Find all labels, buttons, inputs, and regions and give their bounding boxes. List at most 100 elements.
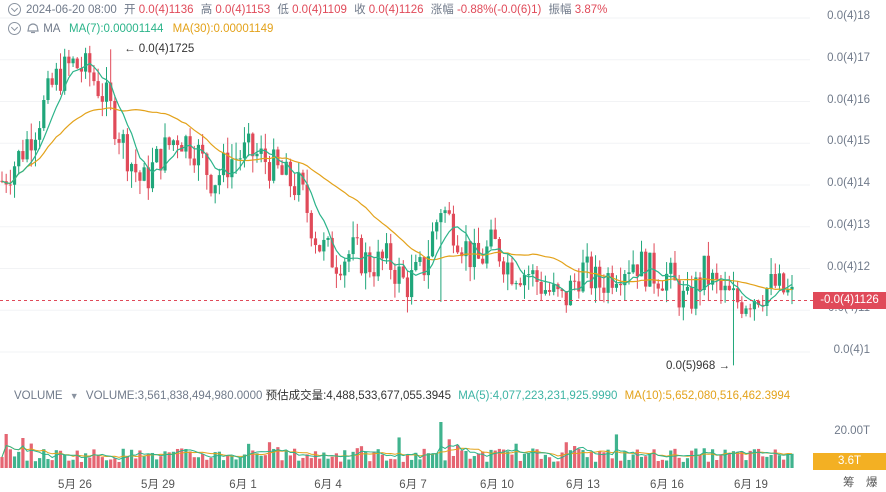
candle-body xyxy=(560,289,564,292)
volume-bar xyxy=(129,449,134,468)
candle-body xyxy=(247,133,251,143)
volume-bar xyxy=(380,454,384,468)
candle-body xyxy=(38,128,42,140)
candle-body xyxy=(756,300,761,305)
candle-body xyxy=(464,241,468,257)
candle-body xyxy=(54,68,58,85)
volume-bar xyxy=(493,450,497,468)
volume-bar xyxy=(251,450,255,468)
volume-bar xyxy=(694,448,698,468)
collapse-ohlc-button[interactable] xyxy=(8,3,21,16)
ma-indicator-label[interactable]: MA xyxy=(43,23,60,35)
volume-bar xyxy=(489,449,493,468)
volume-bar xyxy=(54,450,58,468)
volume-bar xyxy=(464,450,468,468)
chevron-down-icon[interactable]: ▼ xyxy=(69,391,79,401)
candle-body xyxy=(639,251,644,277)
volume-bar xyxy=(247,443,251,468)
candle-body xyxy=(598,266,602,288)
candle-body xyxy=(506,262,510,275)
volume-bar xyxy=(322,452,326,468)
volume-bar xyxy=(698,455,702,468)
candle-body xyxy=(372,272,376,277)
volume-bar xyxy=(343,450,347,468)
candle-body xyxy=(201,144,205,154)
collapse-ma-button[interactable] xyxy=(8,22,21,35)
open-label: 开 xyxy=(124,4,136,16)
volume-bar xyxy=(280,460,284,468)
candle-body xyxy=(397,266,401,284)
candle-body xyxy=(451,213,456,246)
volume-bar xyxy=(209,457,213,468)
candle-body xyxy=(171,140,175,146)
candle-body xyxy=(159,148,163,171)
volume-bar xyxy=(468,458,472,468)
low-value: 0.0(4)1109 xyxy=(292,4,347,16)
candle-body xyxy=(497,239,502,262)
volume-bar xyxy=(443,460,447,468)
close-value: 0.0(4)1126 xyxy=(368,4,424,16)
volume-bar xyxy=(259,455,263,468)
volume-bar xyxy=(79,461,84,468)
volume-bar xyxy=(723,449,727,468)
volume-bar xyxy=(292,448,297,468)
volume-bar xyxy=(522,453,527,468)
candle-body xyxy=(710,272,715,285)
candle-body xyxy=(736,288,740,303)
candle-body xyxy=(213,185,217,194)
candle-body xyxy=(527,274,531,276)
volume-bar xyxy=(702,448,706,468)
volume-bar xyxy=(501,449,506,468)
candle-body xyxy=(439,213,443,223)
change-label: 涨幅 xyxy=(430,4,454,16)
volume-bar xyxy=(790,453,794,468)
candle-body xyxy=(573,280,577,282)
volume-bar xyxy=(426,453,430,468)
volume-bar xyxy=(92,449,96,468)
current-price-tag: -0.0(4)1126 xyxy=(813,292,886,309)
candle-body xyxy=(744,308,748,314)
volume-bar xyxy=(669,450,673,468)
y-axis-tick-label: 0.0(4)12 xyxy=(827,260,870,273)
volume-bar xyxy=(8,449,12,468)
candle-body xyxy=(42,100,46,129)
candle-body xyxy=(476,242,481,259)
volume-bar xyxy=(635,449,639,468)
volume-bar xyxy=(113,458,117,468)
volume-bar xyxy=(96,454,100,468)
volume-bar xyxy=(677,457,681,468)
candle-body xyxy=(568,280,573,306)
candle-body xyxy=(472,242,476,268)
eye-hidden-icon[interactable] xyxy=(26,22,40,34)
arrow-right-icon: → xyxy=(718,360,730,372)
volume-bar xyxy=(226,454,230,468)
volume-bar xyxy=(623,451,627,468)
volume-ma5-line xyxy=(1,443,793,460)
candle-body xyxy=(694,277,698,309)
volume-bar xyxy=(351,451,355,468)
volume-bar xyxy=(460,450,464,468)
volume-bar xyxy=(255,453,259,468)
volume-bar xyxy=(547,457,552,468)
volume-bar xyxy=(748,450,752,468)
volume-bar xyxy=(451,455,456,468)
volume-bar xyxy=(740,451,744,468)
volume-indicator-label[interactable]: VOLUME xyxy=(14,390,63,402)
volume-bar xyxy=(83,453,88,468)
candle-body xyxy=(351,237,355,255)
liquidation-icon[interactable]: 爆 xyxy=(866,477,878,489)
volume-bar xyxy=(439,422,443,468)
low-label: 低 xyxy=(277,4,289,16)
volume-bar xyxy=(393,459,397,468)
chip-distribution-icon[interactable]: 筹 xyxy=(843,477,855,489)
volume-bar xyxy=(531,448,535,468)
candle-body xyxy=(175,140,180,146)
candle-body xyxy=(305,184,309,213)
volume-bar xyxy=(602,452,606,468)
candle-body xyxy=(100,96,104,102)
volume-bar xyxy=(100,457,104,468)
candle-body xyxy=(539,281,543,294)
estimated-volume-value: 预估成交量:4,488,533,677,055.3945 xyxy=(265,390,451,402)
volume-bar xyxy=(192,457,196,468)
